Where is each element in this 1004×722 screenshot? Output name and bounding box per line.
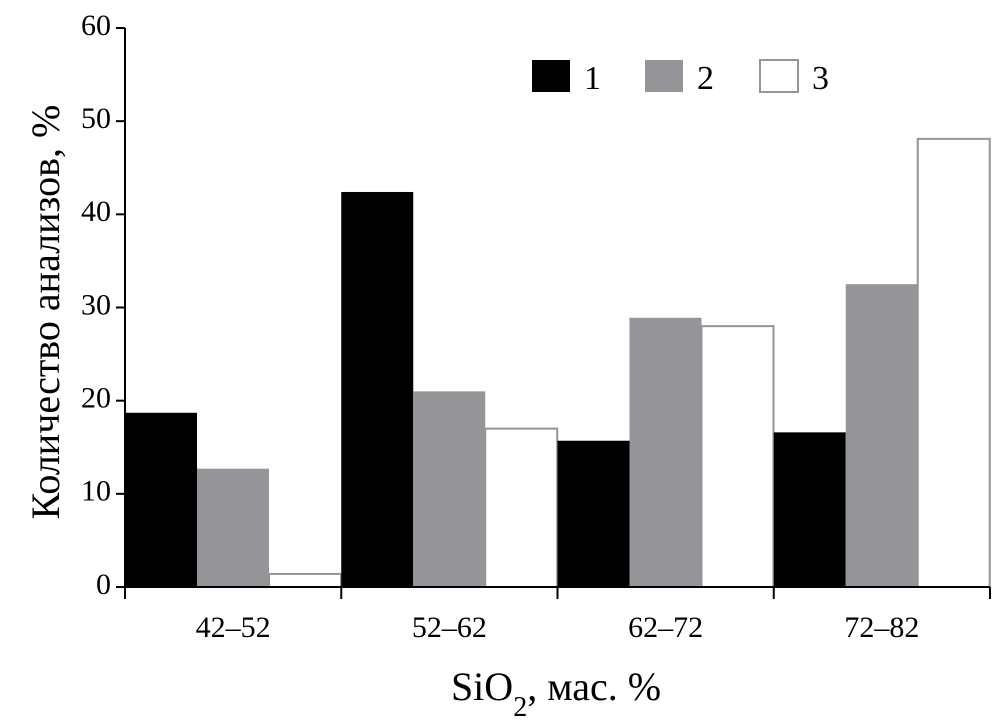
- bar-series-1-2: [341, 191, 414, 587]
- y-tick-label-40: 40: [81, 195, 111, 228]
- bar-series-3-1: [268, 572, 342, 588]
- axes-group: 0 10 20 30 40 50 60 42–52 52–62 62–72 72–82: [81, 9, 991, 644]
- legend-swatch-1: [532, 60, 570, 92]
- x-tick-label-3: 62–72: [628, 611, 703, 644]
- legend-label-2: 2: [697, 60, 714, 97]
- y-tick-label-10: 10: [81, 475, 111, 508]
- x-axis-title-subscript: 2: [513, 692, 527, 722]
- bar-series-3-4: [916, 137, 991, 588]
- x-tick-label-2: 52–62: [412, 611, 487, 644]
- y-tick-label-20: 20: [81, 382, 111, 415]
- bars-group: [125, 137, 991, 588]
- bar-series-2-4: [845, 284, 918, 587]
- legend-label-1: 1: [584, 60, 601, 97]
- bar-series-2-1: [197, 468, 269, 587]
- bar-series-1-1: [125, 412, 197, 587]
- bar-series-1-4: [773, 432, 846, 587]
- bar-series-1-3: [557, 440, 630, 587]
- x-axis-title: SiO2, мас. %: [451, 664, 661, 722]
- y-tick-label-50: 50: [81, 102, 111, 135]
- bar-series-3-2: [484, 427, 559, 588]
- y-tick-label-60: 60: [81, 9, 111, 42]
- x-axis-title-main: SiO: [451, 664, 513, 709]
- y-axis-title: Количество анализов, %: [23, 105, 68, 520]
- legend-swatch-3: [759, 59, 799, 93]
- y-tick-label-30: 30: [81, 288, 111, 321]
- legend-label-3: 3: [812, 60, 829, 97]
- bar-series-2-2: [413, 391, 486, 587]
- x-axis-title-rest: , мас. %: [527, 664, 661, 709]
- bar-series-3-3: [700, 325, 775, 588]
- x-tick-label-4: 72–82: [844, 611, 919, 644]
- bar-series-2-3: [629, 317, 702, 587]
- legend-swatch-2: [645, 60, 683, 92]
- y-tick-label-0: 0: [96, 568, 111, 601]
- legend: 1 2 3: [532, 59, 829, 97]
- x-tick-label-1: 42–52: [196, 611, 271, 644]
